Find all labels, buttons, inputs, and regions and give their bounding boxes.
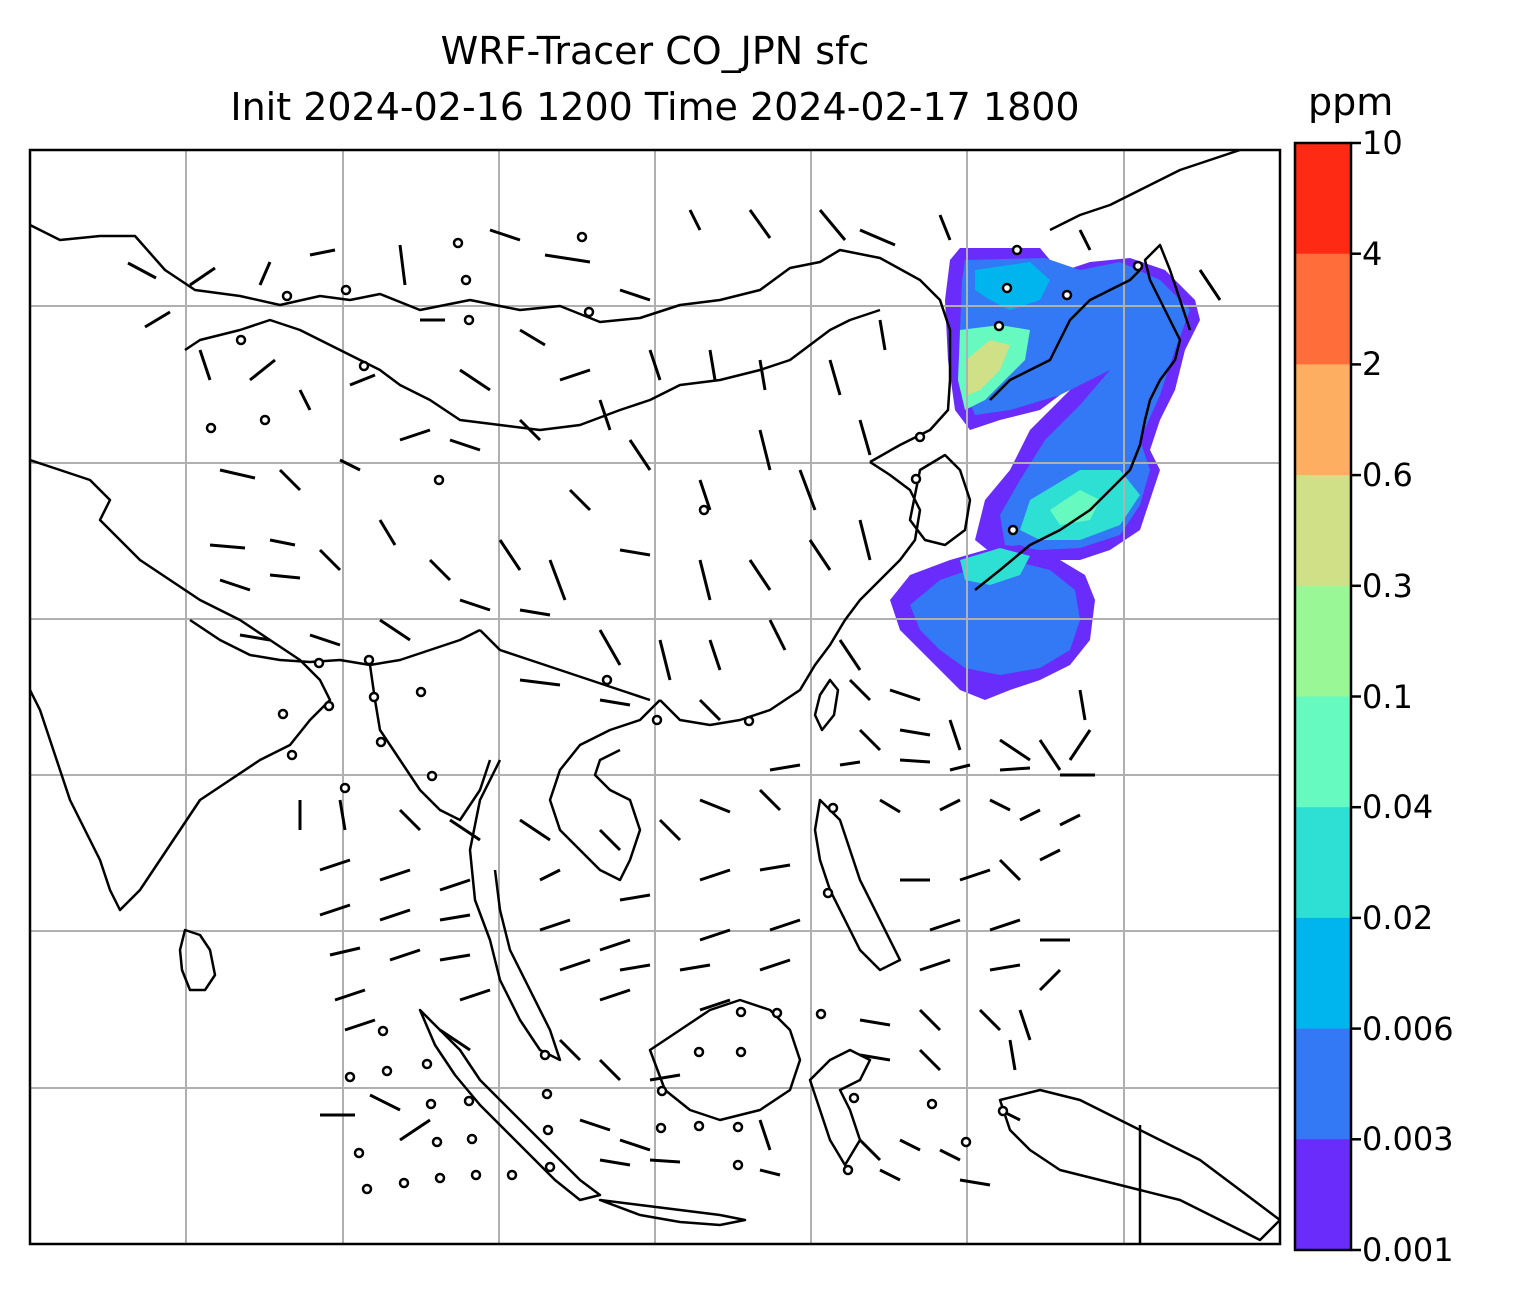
indochina <box>548 699 661 882</box>
colorbar-tick-label: 0.003 <box>1362 1120 1454 1159</box>
colorbar-segment <box>1295 585 1351 697</box>
plume-hokkaido-yellow <box>966 340 1010 395</box>
colorbar-tick-label: 0.3 <box>1362 566 1413 605</box>
japan-hokkaido <box>989 269 1141 401</box>
colorbar-segment <box>1295 1028 1351 1140</box>
china-south-border <box>479 629 651 702</box>
colorbar-segment <box>1295 1139 1351 1251</box>
new-guinea <box>998 1088 1280 1242</box>
tracer-plume <box>890 248 1200 700</box>
sulawesi <box>808 1048 872 1167</box>
colorbar-tick-label: 10 <box>1362 124 1403 162</box>
colorbar-units: ppm <box>1308 80 1394 124</box>
malay-peninsula <box>468 759 562 1062</box>
colorbar-segment <box>1295 807 1351 919</box>
colorbar-segment <box>1295 696 1351 808</box>
colorbar-segment <box>1295 253 1351 365</box>
chart-title-line1: WRF-Tracer CO_JPN sfc <box>440 29 870 73</box>
sakhalin <box>1049 150 1241 232</box>
colorbar-tick-label: 0.04 <box>1362 788 1434 827</box>
colorbar-tick-label: 0.006 <box>1362 1009 1454 1048</box>
philippines <box>813 798 902 972</box>
japan-honshu <box>974 243 1192 591</box>
plume-south-blue <box>910 560 1080 675</box>
java <box>598 1198 747 1227</box>
china-coast <box>659 460 922 727</box>
plume-coast-green <box>1050 490 1100 525</box>
taiwan <box>813 678 840 732</box>
plume-northeast-cyan <box>975 262 1050 310</box>
calm-markers <box>205 231 1144 1195</box>
chart-title-line2: Init 2024-02-16 1200 Time 2024-02-17 180… <box>230 85 1080 129</box>
colorbar-segment <box>1295 475 1351 587</box>
himalaya-border <box>189 618 481 667</box>
korea <box>908 453 972 547</box>
map-layer <box>30 150 1280 1244</box>
colorbar-tick-label: 4 <box>1362 234 1383 273</box>
sumatra <box>418 1008 602 1202</box>
colorbar-segment <box>1295 917 1351 1030</box>
india <box>30 458 332 912</box>
bangladesh-burma <box>368 664 492 822</box>
colorbar-segment <box>1295 364 1351 476</box>
colorbar-tick-label: 0.1 <box>1362 677 1413 716</box>
colorbar-segment <box>1295 143 1351 255</box>
colorbar-tick-label: 2 <box>1362 345 1383 384</box>
mongolia-border <box>184 308 881 432</box>
plume-south-teal <box>960 548 1030 585</box>
borneo <box>648 998 802 1122</box>
colorbar-tick-label: 0.6 <box>1362 456 1413 495</box>
wind-barbs <box>127 209 1222 1187</box>
coastlines <box>30 150 1280 1244</box>
sri-lanka <box>178 928 217 992</box>
map-frame <box>28 148 1282 1246</box>
colorbar <box>1293 141 1361 1252</box>
colorbar-tick-label: 0.001 <box>1362 1231 1454 1269</box>
asia-north-border <box>30 223 952 464</box>
colorbar-tick-label: 0.02 <box>1362 898 1434 937</box>
